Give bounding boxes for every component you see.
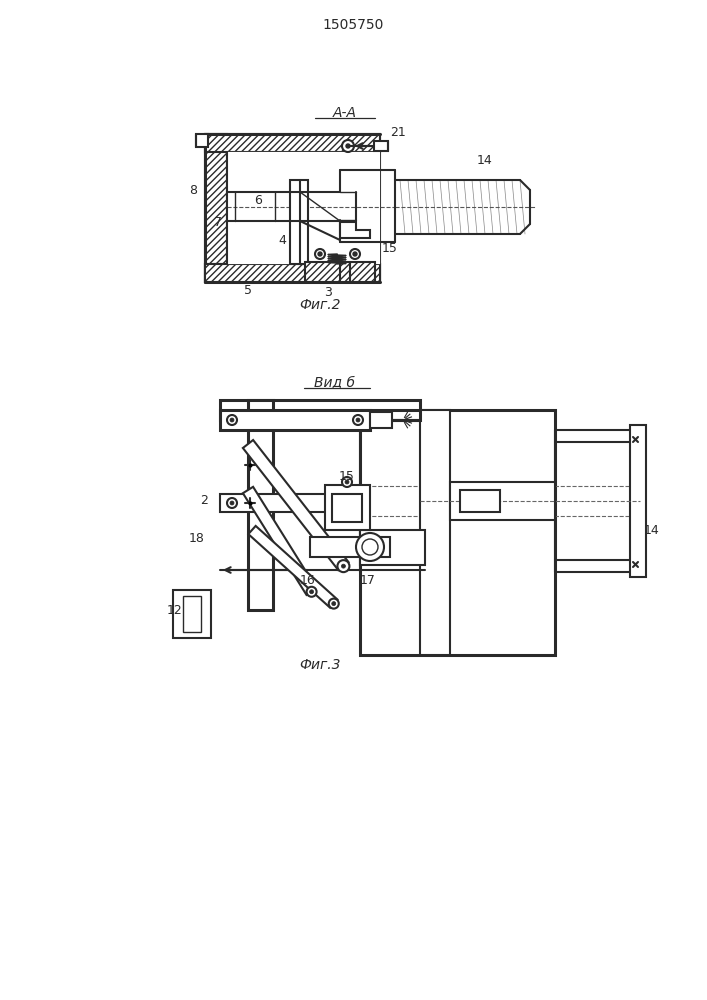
Text: 14: 14 [644, 524, 660, 536]
Bar [374, 141, 388, 151]
Bar [220, 410, 370, 430]
Bar [205, 134, 227, 282]
Bar [420, 410, 450, 655]
Bar [196, 134, 208, 147]
Circle shape [353, 252, 357, 256]
Circle shape [332, 602, 336, 606]
Circle shape [345, 480, 349, 484]
Bar [173, 590, 211, 638]
Polygon shape [248, 526, 337, 608]
Text: 15: 15 [339, 470, 355, 483]
Circle shape [307, 587, 317, 597]
Circle shape [230, 418, 234, 422]
Text: 21: 21 [390, 125, 406, 138]
Bar [630, 425, 646, 577]
Bar [205, 264, 380, 282]
Circle shape [227, 498, 237, 508]
Bar [360, 410, 555, 655]
Circle shape [346, 144, 350, 148]
Circle shape [353, 415, 363, 425]
Circle shape [356, 533, 384, 561]
Text: 8: 8 [189, 184, 197, 196]
Bar [248, 400, 273, 610]
Bar [290, 180, 308, 264]
Text: 4: 4 [278, 233, 286, 246]
Circle shape [310, 590, 314, 594]
Text: Вид б: Вид б [315, 376, 356, 390]
Bar [460, 490, 500, 512]
Circle shape [318, 252, 322, 256]
Text: А-А: А-А [333, 106, 357, 120]
Text: Фиг.2: Фиг.2 [299, 298, 341, 312]
Text: 1505750: 1505750 [322, 18, 384, 32]
Text: 15: 15 [382, 241, 398, 254]
Bar [360, 530, 425, 565]
Circle shape [341, 564, 346, 568]
Bar [332, 494, 362, 522]
Bar [220, 494, 355, 512]
Circle shape [337, 560, 349, 572]
Text: 18: 18 [189, 532, 205, 544]
Circle shape [227, 415, 237, 425]
Circle shape [343, 498, 353, 508]
Text: 14: 14 [477, 153, 493, 166]
Text: 7: 7 [214, 216, 222, 229]
Bar [220, 400, 420, 420]
Bar [183, 596, 201, 632]
Circle shape [356, 418, 360, 422]
Circle shape [315, 249, 325, 259]
Circle shape [230, 501, 234, 505]
Circle shape [342, 477, 352, 487]
Bar [305, 262, 375, 282]
Bar [310, 537, 390, 557]
Text: 17: 17 [360, 574, 376, 586]
Bar [205, 134, 380, 152]
Text: 2: 2 [200, 493, 208, 506]
Text: Фиг.3: Фиг.3 [299, 658, 341, 672]
Polygon shape [243, 440, 349, 570]
Bar [370, 412, 392, 428]
Circle shape [342, 140, 354, 152]
Bar [325, 485, 370, 530]
Bar [205, 264, 380, 282]
Bar [450, 482, 555, 520]
Text: 3: 3 [324, 286, 332, 300]
Circle shape [362, 539, 378, 555]
Bar [227, 152, 380, 264]
Text: 16: 16 [300, 574, 316, 586]
Circle shape [346, 501, 350, 505]
Polygon shape [243, 487, 317, 595]
Circle shape [329, 599, 339, 609]
Text: 12: 12 [166, 603, 182, 616]
Polygon shape [340, 222, 370, 238]
Circle shape [350, 249, 360, 259]
Text: 5: 5 [244, 284, 252, 296]
Text: 6: 6 [254, 194, 262, 207]
